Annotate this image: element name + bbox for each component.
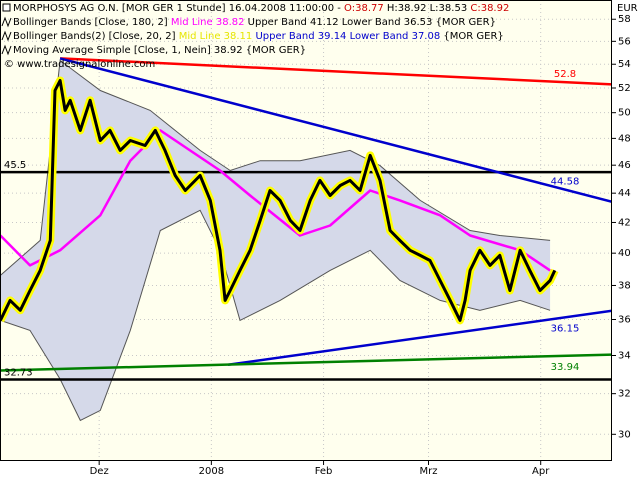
y-tick-label: 42 (618, 217, 631, 228)
header-segment: Bollinger Bands [Close, 180, 2] (13, 17, 171, 28)
header-icon (2, 3, 11, 12)
y-tick-label: 30 (618, 429, 631, 440)
band-upper (0, 59, 551, 276)
y-tick-label: 40 (618, 248, 631, 259)
header-segment: © www.tradesignalonline.com (4, 59, 155, 70)
series-line (0, 129, 551, 272)
header-segment: Mid Line 38.82 (171, 17, 245, 28)
header-segment: MORPHOSYS AG O.N. [MOR GER 1 Stunde] 16.… (13, 3, 344, 14)
header-icon (1, 44, 12, 56)
header-icon (1, 16, 12, 28)
y-tick-label: 32 (618, 389, 631, 400)
header-icon (1, 30, 12, 42)
y-tick-label: 38 (618, 280, 631, 291)
series-line (0, 79, 557, 322)
x-tick-label: Apr (532, 466, 550, 477)
x-tick-label: 2008 (199, 466, 224, 477)
header-segment: O:38.77 (344, 3, 384, 14)
y-tick-label: 56 (618, 36, 631, 47)
header-line: MORPHOSYS AG O.N. [MOR GER 1 Stunde] 16.… (13, 3, 509, 14)
header-line: Bollinger Bands(2) [Close, 20, 2] Mid Li… (13, 31, 504, 42)
header-segment: Upper Band 41.12 Lower Band 36.53 {MOR G… (244, 17, 495, 28)
trend-line-label: 44.58 (551, 177, 580, 188)
horizontal-line-label: 45.5 (4, 160, 26, 171)
trend-line (227, 309, 612, 367)
x-tick-label: Mrz (420, 466, 438, 477)
header-segment: Upper Band 39.14 Lower Band 37.08 (252, 31, 440, 42)
trend-line-label: 52.8 (554, 69, 576, 80)
y-tick-label: 44 (618, 188, 631, 199)
horizontal-line-label: 32.73 (4, 367, 33, 378)
y-tick-label: 50 (618, 108, 631, 119)
trend-line (59, 57, 612, 204)
y-tick-label: 58 (618, 14, 631, 25)
x-tick-label: Feb (315, 466, 333, 477)
header-segment: H:38.92 L:38.53 (384, 3, 471, 14)
header-segment: {MOR GER} (440, 31, 504, 42)
header-line: Moving Average Simple [Close, 1, Nein] 3… (13, 45, 306, 56)
header-segment: Mid Line 38.11 (179, 31, 253, 42)
y-tick-label: 54 (618, 59, 631, 70)
y-tick-label: 52 (618, 83, 631, 94)
y-unit: EUR (617, 3, 638, 14)
trend-line-label: 36.15 (551, 323, 580, 334)
y-tick-label: 36 (618, 315, 631, 326)
plot-border (0, 0, 612, 461)
y-tick-label: 34 (618, 350, 631, 361)
trend-line (0, 353, 612, 372)
header-segment: Moving Average Simple [Close, 1, Nein] 3… (13, 45, 306, 56)
x-tick-label: Dez (90, 466, 109, 477)
header-segment: Bollinger Bands(2) [Close, 20, 2] (13, 31, 179, 42)
y-tick-label: 46 (618, 160, 631, 171)
header-line: © www.tradesignalonline.com (4, 59, 155, 70)
band-area (0, 60, 551, 421)
header-segment: C:38.92 (470, 3, 509, 14)
header-line: Bollinger Bands [Close, 180, 2] Mid Line… (13, 17, 496, 28)
y-tick-label: 48 (618, 133, 631, 144)
trend-line (60, 57, 612, 86)
plot (0, 0, 612, 460)
trend-line-label: 33.94 (551, 362, 580, 373)
